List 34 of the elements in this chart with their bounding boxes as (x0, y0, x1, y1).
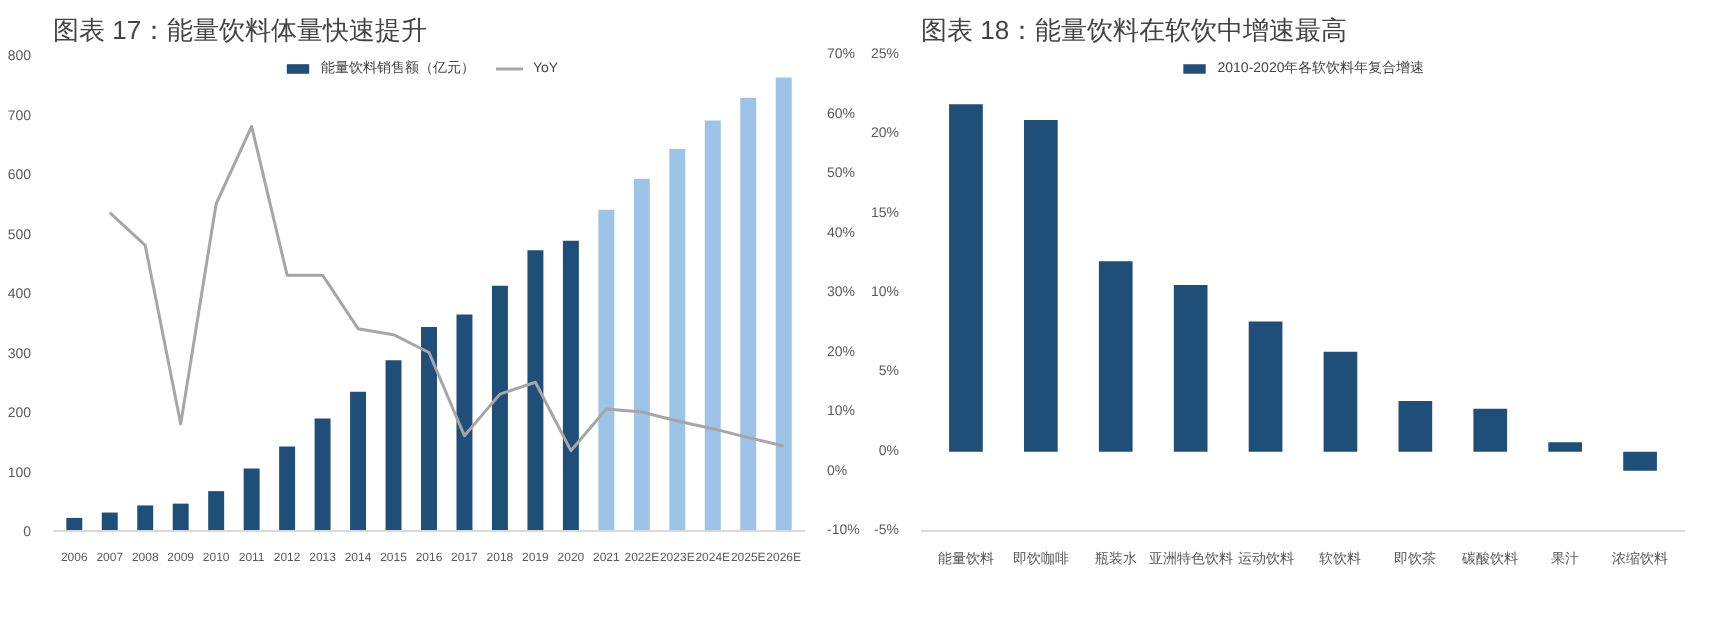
bar (1023, 120, 1058, 452)
bar (740, 97, 757, 531)
bar (385, 360, 402, 531)
bar (562, 240, 579, 531)
bar (633, 178, 650, 531)
bar (1173, 285, 1208, 452)
bar (1473, 408, 1508, 452)
bar (172, 503, 189, 531)
line-series (108, 124, 786, 453)
bar (421, 326, 437, 531)
bar (704, 120, 721, 531)
bar (350, 391, 367, 531)
bar (949, 104, 983, 452)
bar (1098, 261, 1133, 452)
bar (598, 209, 615, 531)
bar (137, 505, 154, 531)
bar (101, 512, 118, 531)
bar (1398, 400, 1433, 452)
bar (66, 517, 83, 531)
bar (1323, 351, 1358, 452)
bar (1548, 442, 1583, 452)
bar (1623, 451, 1657, 471)
bar (243, 468, 260, 531)
bar (669, 149, 686, 531)
bar (775, 77, 792, 531)
bar (456, 314, 473, 531)
bar (1248, 321, 1283, 452)
bar (527, 250, 544, 531)
bar (314, 418, 331, 531)
bar (279, 446, 296, 531)
bar (208, 491, 225, 531)
bar (491, 285, 508, 531)
chart-title: 图表 18：能量饮料在软饮中增速最高 (921, 15, 1348, 45)
chart-title: 图表 17：能量饮料体量快速提升 (53, 15, 428, 45)
